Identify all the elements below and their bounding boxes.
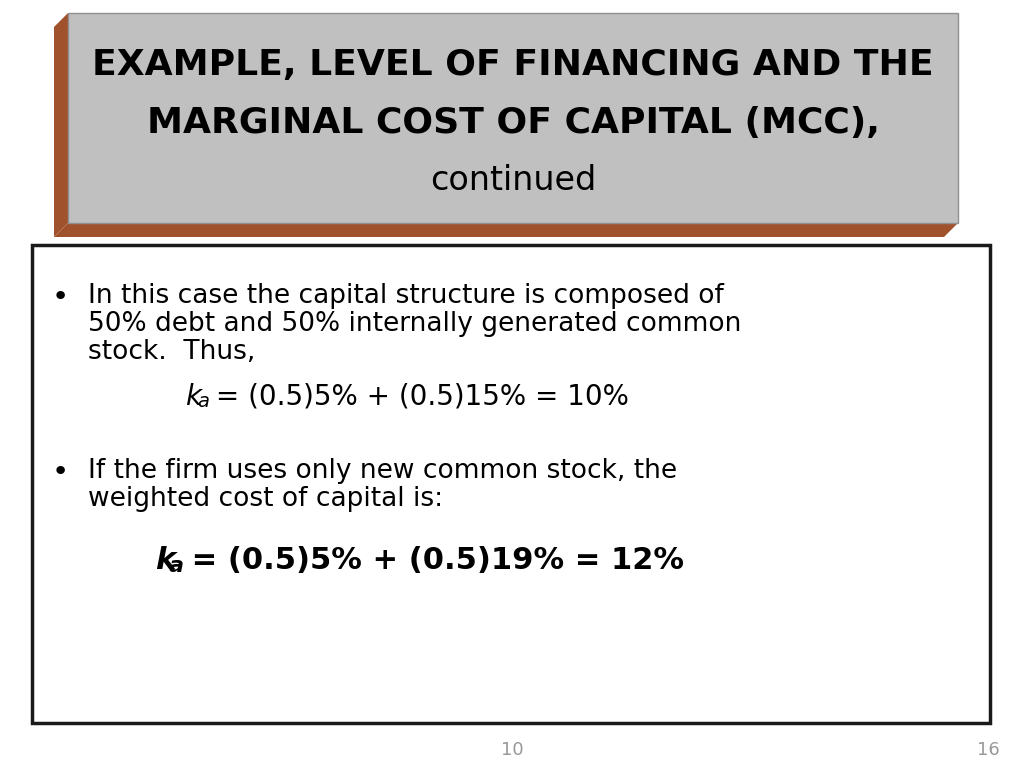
Text: 10: 10 xyxy=(501,741,523,759)
Text: = (0.5)5% + (0.5)15% = 10%: = (0.5)5% + (0.5)15% = 10% xyxy=(207,383,629,411)
Text: = (0.5)5% + (0.5)19% = 12%: = (0.5)5% + (0.5)19% = 12% xyxy=(181,546,684,575)
Text: MARGINAL COST OF CAPITAL (MCC),: MARGINAL COST OF CAPITAL (MCC), xyxy=(146,106,880,140)
Polygon shape xyxy=(54,223,958,237)
Polygon shape xyxy=(54,13,68,237)
Text: k: k xyxy=(185,383,201,411)
Text: •: • xyxy=(52,283,70,311)
Text: stock.  Thus,: stock. Thus, xyxy=(88,339,255,365)
Text: •: • xyxy=(52,458,70,486)
Text: k: k xyxy=(155,546,175,575)
Bar xyxy=(32,245,990,723)
Text: a: a xyxy=(197,392,209,411)
Text: EXAMPLE, LEVEL OF FINANCING AND THE: EXAMPLE, LEVEL OF FINANCING AND THE xyxy=(92,48,934,82)
Text: If the firm uses only new common stock, the: If the firm uses only new common stock, … xyxy=(88,458,677,484)
Text: 16: 16 xyxy=(977,741,999,759)
Bar xyxy=(68,13,958,223)
Text: weighted cost of capital is:: weighted cost of capital is: xyxy=(88,486,443,512)
Text: 50% debt and 50% internally generated common: 50% debt and 50% internally generated co… xyxy=(88,311,741,337)
Text: In this case the capital structure is composed of: In this case the capital structure is co… xyxy=(88,283,724,309)
Text: a: a xyxy=(169,556,184,576)
Text: continued: continued xyxy=(430,164,596,197)
